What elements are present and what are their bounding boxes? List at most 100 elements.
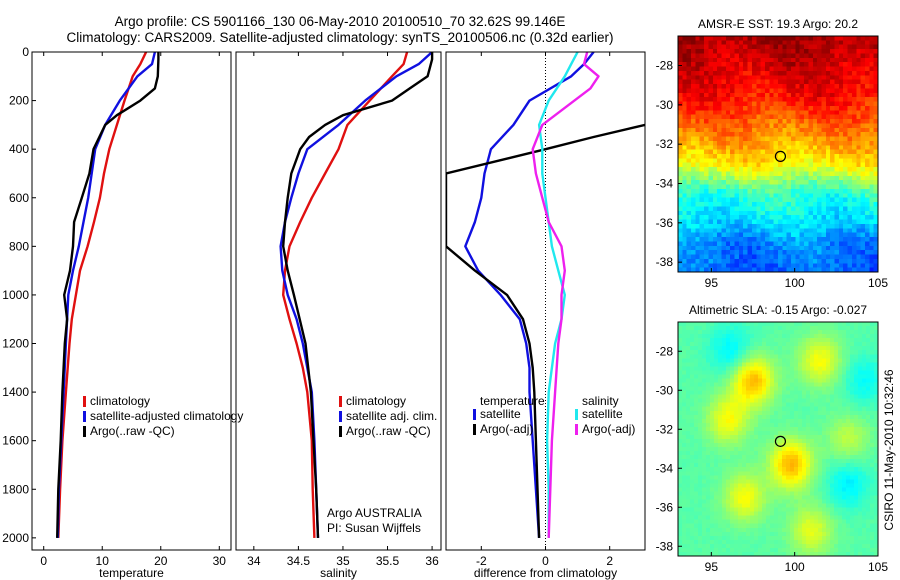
sla_map-cell — [834, 503, 839, 509]
sla_map-cell — [826, 434, 831, 440]
sla_map-cell — [826, 467, 831, 472]
sst_map-cell — [751, 245, 757, 251]
sla_map-cell — [794, 422, 799, 428]
sst_map-cell — [873, 127, 879, 133]
sst_map-cell — [764, 149, 770, 155]
sla_map-cell — [862, 382, 867, 388]
sst_map-cell — [869, 79, 875, 85]
difference-series-blue — [464, 52, 595, 538]
sst_map-cell — [851, 223, 857, 229]
sst_map-cell — [730, 84, 736, 90]
sst_map-cell — [856, 62, 862, 68]
sst_map-cell — [847, 232, 853, 238]
sst_map-cell — [838, 258, 844, 264]
sla_map-cell — [706, 406, 711, 412]
sla_map-cell — [686, 334, 691, 339]
sla_map-cell — [802, 334, 807, 339]
sla_map-cell — [746, 467, 751, 472]
sst_map-cell — [730, 49, 736, 55]
sst_map-cell — [730, 114, 736, 120]
sst_map-cell — [834, 162, 840, 168]
sla_map-cell — [682, 366, 687, 372]
sst_map-cell — [721, 158, 727, 164]
sst_map-cell — [747, 245, 753, 251]
sla_map-cell — [866, 434, 871, 440]
sst_map-cell — [764, 75, 770, 81]
sst_map-cell — [821, 70, 827, 76]
sst_map-cell — [734, 167, 740, 173]
sst_map-cell — [799, 92, 805, 98]
sst_map-cell — [717, 237, 723, 243]
sst_map-cell — [851, 97, 857, 103]
sla_map-cell — [746, 414, 751, 420]
sla_map-cell — [850, 382, 855, 388]
sst_map-cell — [678, 210, 683, 216]
sla_map-cell — [786, 479, 791, 484]
sla_map-cell — [710, 358, 715, 363]
sla_map-cell — [734, 322, 739, 327]
sst_map-cell — [691, 245, 696, 251]
sst_map-cell — [760, 70, 766, 76]
sst_map-cell — [786, 136, 792, 142]
sst_map-cell — [730, 258, 736, 264]
sla_map-cell — [842, 402, 847, 408]
sst_map-cell — [721, 140, 727, 146]
sla_map-cell — [874, 459, 879, 464]
sst_map-cell — [825, 149, 831, 155]
sst_map-cell — [821, 149, 827, 155]
sla_map-cell — [778, 495, 783, 501]
sst_map-cell — [864, 197, 870, 203]
sst_map-cell — [691, 101, 696, 107]
sla_map-cell — [794, 471, 799, 476]
sla_map-cell — [854, 326, 859, 331]
sla_map-cell — [822, 346, 827, 351]
sla_map-cell — [714, 406, 719, 412]
sla_map-cell — [794, 386, 799, 392]
sst_map-cell — [864, 206, 870, 212]
sla_map-cell — [694, 422, 699, 428]
sla_map-cell — [858, 463, 863, 468]
sla_map-cell — [694, 443, 699, 448]
sst_map-cell — [778, 193, 783, 199]
sla_map-cell — [738, 330, 743, 335]
sla_map-cell — [822, 338, 827, 343]
sla_map-cell — [806, 390, 811, 396]
sla_map-cell — [694, 507, 699, 513]
sla_map-cell — [870, 499, 875, 505]
sst_map-cell — [730, 44, 736, 50]
sla_map-cell — [726, 471, 731, 476]
sla_map-cell — [798, 378, 803, 384]
sst_map-cell — [686, 84, 692, 90]
sst_map-cell — [821, 44, 827, 50]
sst_map-cell — [773, 114, 779, 120]
sla_map-cell — [854, 350, 859, 355]
sla_map-cell — [698, 402, 703, 408]
sla_map-cell — [858, 326, 863, 331]
sst_map-cell — [778, 184, 783, 190]
sst_map-cell — [838, 66, 844, 72]
sla_map-cell — [826, 390, 831, 396]
sst_map-cell — [682, 84, 688, 90]
sla_map-cell — [710, 374, 715, 380]
sst_map-cell — [817, 40, 823, 46]
sla_map-cell — [710, 479, 715, 484]
sst_map-cell — [804, 258, 810, 264]
sst_map-cell — [691, 97, 696, 103]
sst_map-cell — [799, 57, 805, 63]
sla_map-cell — [786, 422, 791, 428]
sla_map-cell — [870, 394, 875, 400]
sla_map-cell — [770, 362, 775, 367]
sst_map-cell — [838, 228, 844, 234]
sla_map-cell — [798, 418, 803, 424]
sla_map-cell — [686, 443, 691, 448]
sla_map-cell — [846, 382, 851, 388]
sla_map-cell — [866, 455, 871, 460]
sla_map-cell — [846, 358, 851, 363]
sst_map-cell — [686, 75, 692, 81]
sst_map-cell — [847, 119, 853, 125]
sst_map-cell — [847, 197, 853, 203]
sst_map-cell — [725, 245, 731, 251]
sla_map-cell — [842, 342, 847, 347]
sla_map-cell — [698, 439, 703, 444]
sla_map-cell — [826, 334, 831, 339]
